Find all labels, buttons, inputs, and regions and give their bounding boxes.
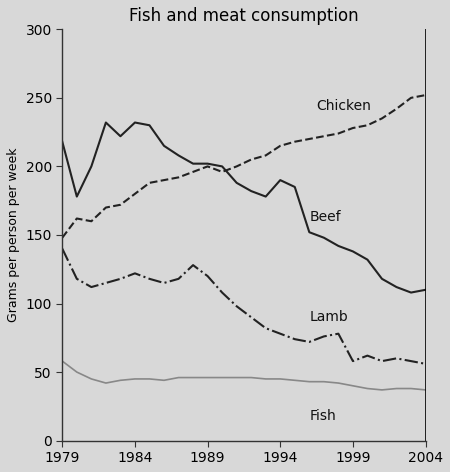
Text: Fish: Fish	[309, 409, 336, 423]
Text: Lamb: Lamb	[309, 310, 348, 324]
Title: Fish and meat consumption: Fish and meat consumption	[129, 7, 359, 25]
Text: Beef: Beef	[309, 210, 341, 224]
Y-axis label: Grams per person per week: Grams per person per week	[7, 148, 20, 322]
Text: Chicken: Chicken	[317, 99, 371, 113]
